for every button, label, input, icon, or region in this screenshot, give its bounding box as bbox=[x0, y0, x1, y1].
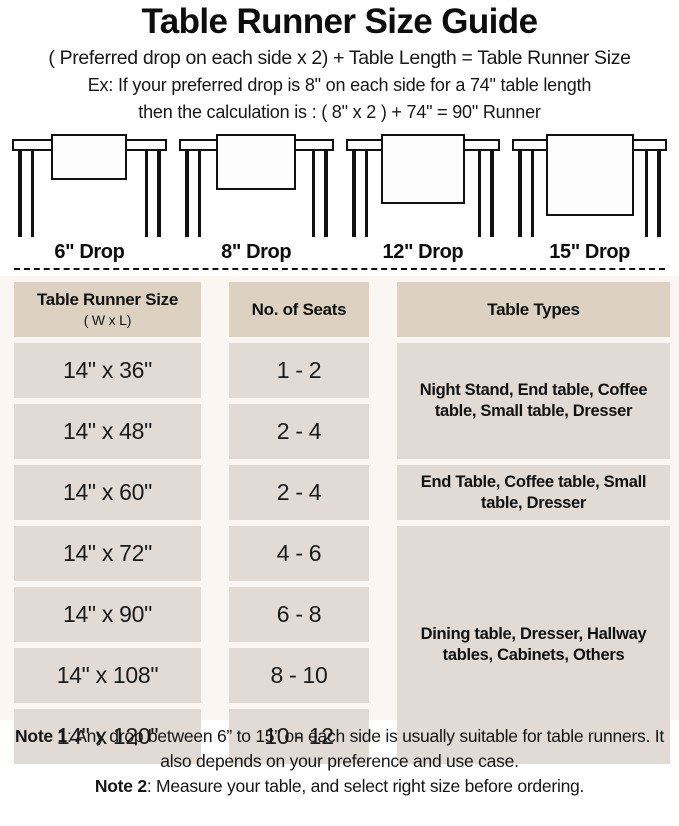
header-cell-table-types: Table Types bbox=[397, 282, 670, 337]
seats-value: 10 - 12 bbox=[264, 723, 334, 749]
cell-table-types: End Table, Coffee table, Small table, Dr… bbox=[397, 465, 670, 520]
table-leg bbox=[31, 151, 34, 237]
drop-label: 6" Drop bbox=[54, 241, 125, 263]
section-divider bbox=[14, 268, 665, 270]
runner-size-value: 14" x 48" bbox=[62, 418, 153, 444]
table-leg bbox=[144, 151, 148, 237]
table-diagram bbox=[173, 131, 340, 243]
header-seats-title: No. of Seats bbox=[251, 299, 347, 319]
table-leg bbox=[364, 151, 368, 237]
seats-value: 8 - 10 bbox=[270, 662, 328, 688]
note-2-label: Note 2 bbox=[94, 776, 147, 796]
table-leg bbox=[351, 151, 356, 237]
table-leg bbox=[518, 151, 523, 237]
cell-seats: 1 - 2 bbox=[229, 343, 369, 398]
runner-shape bbox=[216, 134, 297, 190]
example-line-2: then the calculation is : ( 8" x 2 ) + 7… bbox=[138, 102, 541, 122]
table-leg bbox=[184, 151, 189, 237]
table-types-value: Dining table, Dresser, Hallway tables, C… bbox=[420, 625, 647, 664]
table-diagram bbox=[506, 131, 673, 243]
table-leg bbox=[478, 151, 482, 237]
header-runner-size-title: Table Runner Size bbox=[36, 289, 178, 309]
runner-size-value: 14" x 36" bbox=[62, 357, 153, 383]
seats-value: 6 - 8 bbox=[276, 601, 322, 627]
page-header: Table Runner Size Guide ( Preferred drop… bbox=[0, 0, 679, 125]
cell-seats: 4 - 6 bbox=[229, 526, 369, 581]
page-title: Table Runner Size Guide bbox=[141, 2, 539, 41]
table-diagram bbox=[340, 131, 507, 243]
table-leg bbox=[18, 151, 22, 237]
note-2: Note 2: Measure your table, and select r… bbox=[10, 774, 669, 799]
table-leg bbox=[490, 151, 495, 237]
cell-runner-size: 14" x 90" bbox=[14, 587, 201, 642]
cell-seats: 10 - 12 bbox=[229, 709, 369, 764]
cell-seats: 2 - 4 bbox=[229, 465, 369, 520]
table-leg bbox=[531, 151, 535, 237]
drop-label-row: 6" Drop 8" Drop 12" Drop 15" Drop bbox=[0, 241, 679, 264]
note-1: Note 1: Any drop between 6” to 15” on ea… bbox=[10, 724, 669, 774]
drop-diagrams bbox=[0, 131, 679, 243]
table-leg bbox=[323, 151, 328, 237]
drop-label: 12" Drop bbox=[382, 241, 464, 263]
cell-runner-size: 14" x 48" bbox=[14, 404, 201, 459]
cell-runner-size: 14" x 36" bbox=[14, 343, 201, 398]
table-leg bbox=[311, 151, 315, 237]
table-leg bbox=[657, 151, 661, 237]
formula-line: ( Preferred drop on each side x 2) + Tab… bbox=[48, 47, 631, 69]
cell-runner-size: 14" x 108" bbox=[14, 648, 201, 703]
cell-table-types: Night Stand, End table, Coffee table, Sm… bbox=[397, 343, 670, 459]
cell-runner-size: 14" x 72" bbox=[14, 526, 201, 581]
runner-size-value: 14" x 90" bbox=[62, 601, 153, 627]
seats-value: 2 - 4 bbox=[276, 479, 322, 505]
size-table: Table Runner Size ( W x L) No. of Seats … bbox=[14, 282, 670, 764]
table-leg bbox=[645, 151, 648, 237]
cell-seats: 8 - 10 bbox=[229, 648, 369, 703]
table-leg bbox=[156, 151, 161, 237]
example-line-1: Ex: If your preferred drop is 8" on each… bbox=[87, 75, 592, 95]
seats-value: 2 - 4 bbox=[276, 418, 322, 444]
note-1-text: : Any drop between 6” to 15” on each sid… bbox=[67, 726, 664, 771]
table-diagram bbox=[6, 131, 173, 243]
footer-notes: Note 1: Any drop between 6” to 15” on ea… bbox=[0, 720, 679, 799]
runner-shape bbox=[51, 134, 128, 180]
table-types-value: End Table, Coffee table, Small table, Dr… bbox=[420, 472, 647, 512]
header-cell-runner-size: Table Runner Size ( W x L) bbox=[14, 282, 201, 337]
cell-seats: 2 - 4 bbox=[229, 404, 369, 459]
runner-size-value: 14" x 120" bbox=[56, 723, 159, 749]
note-1-label: Note 1 bbox=[15, 726, 67, 746]
table-types-value: Night Stand, End table, Coffee table, Sm… bbox=[419, 381, 648, 420]
drop-label: 15" Drop bbox=[549, 241, 630, 263]
size-table-block: Table Runner Size ( W x L) No. of Seats … bbox=[0, 276, 679, 764]
note-2-text: : Measure your table, and select right s… bbox=[146, 776, 585, 796]
cell-runner-size: 14" x 60" bbox=[14, 465, 201, 520]
runner-size-value: 14" x 108" bbox=[56, 662, 159, 688]
cell-runner-size: 14" x 120" bbox=[14, 709, 201, 764]
drop-label: 8" Drop bbox=[221, 241, 292, 263]
seats-value: 4 - 6 bbox=[276, 540, 322, 566]
cell-table-types: Dining table, Dresser, Hallway tables, C… bbox=[397, 526, 670, 764]
cell-seats: 6 - 8 bbox=[229, 587, 369, 642]
header-cell-seats: No. of Seats bbox=[229, 282, 369, 337]
header-runner-size-subtitle: ( W x L) bbox=[83, 311, 132, 328]
seats-value: 1 - 2 bbox=[276, 357, 322, 383]
header-table-types-title: Table Types bbox=[487, 299, 580, 319]
table-leg bbox=[197, 151, 201, 237]
runner-size-value: 14" x 60" bbox=[62, 479, 153, 505]
runner-shape bbox=[380, 134, 465, 204]
runner-shape bbox=[545, 134, 634, 216]
runner-size-value: 14" x 72" bbox=[62, 540, 153, 566]
